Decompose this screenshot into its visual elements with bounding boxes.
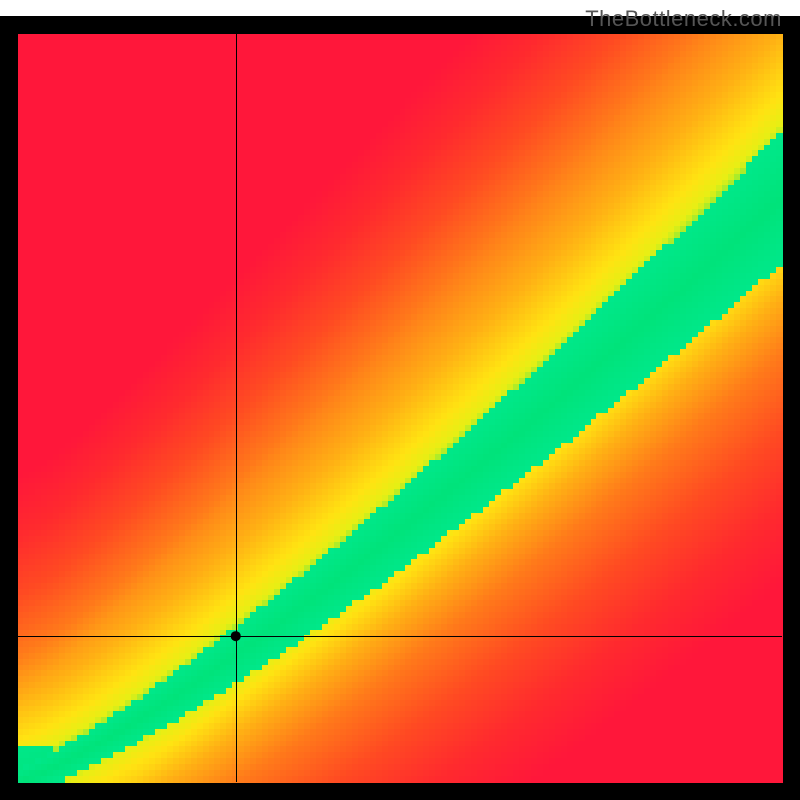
watermark-text: TheBottleneck.com	[585, 6, 782, 32]
bottleneck-heatmap	[0, 0, 800, 800]
